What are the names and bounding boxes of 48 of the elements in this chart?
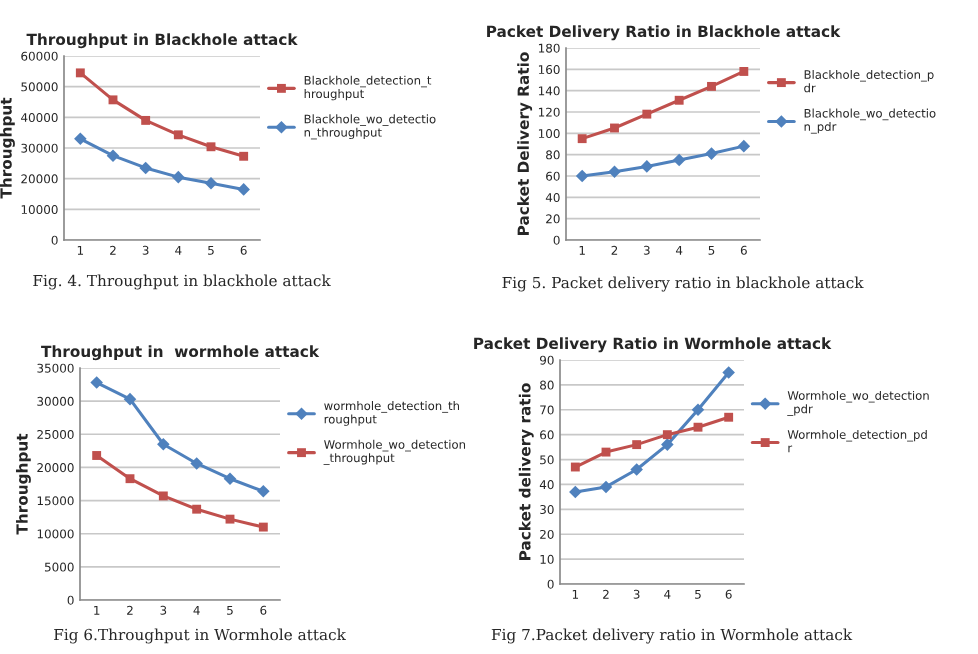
point [610, 123, 619, 133]
point [737, 139, 751, 153]
point [693, 422, 703, 432]
point [108, 95, 118, 105]
point [158, 491, 168, 501]
point [722, 366, 735, 379]
point [223, 472, 237, 485]
point [257, 485, 270, 498]
point [662, 430, 672, 440]
point [724, 412, 734, 422]
point [575, 169, 589, 183]
point [601, 447, 611, 457]
point [92, 451, 102, 460]
point [139, 161, 152, 175]
point [608, 165, 621, 179]
point [599, 480, 613, 494]
point [674, 95, 684, 105]
point [570, 462, 580, 472]
point [206, 142, 216, 152]
point [90, 376, 103, 389]
point [74, 132, 87, 146]
point [173, 130, 183, 140]
point [157, 437, 170, 451]
point [75, 68, 85, 78]
point [672, 153, 686, 167]
point [632, 440, 642, 450]
point [630, 463, 643, 476]
point [577, 134, 587, 144]
point [225, 514, 235, 524]
point [190, 457, 203, 470]
point [172, 170, 185, 184]
point [258, 522, 268, 532]
point [691, 403, 705, 417]
point [192, 504, 202, 514]
point [705, 147, 718, 160]
point [640, 160, 654, 173]
point [141, 115, 151, 125]
point [739, 67, 749, 76]
point [642, 109, 652, 119]
point [707, 81, 716, 91]
point [661, 438, 674, 451]
point [204, 176, 218, 190]
point [569, 485, 582, 499]
point [239, 151, 249, 161]
point [106, 149, 120, 162]
point [125, 474, 135, 484]
point [237, 183, 250, 196]
point [123, 392, 137, 406]
